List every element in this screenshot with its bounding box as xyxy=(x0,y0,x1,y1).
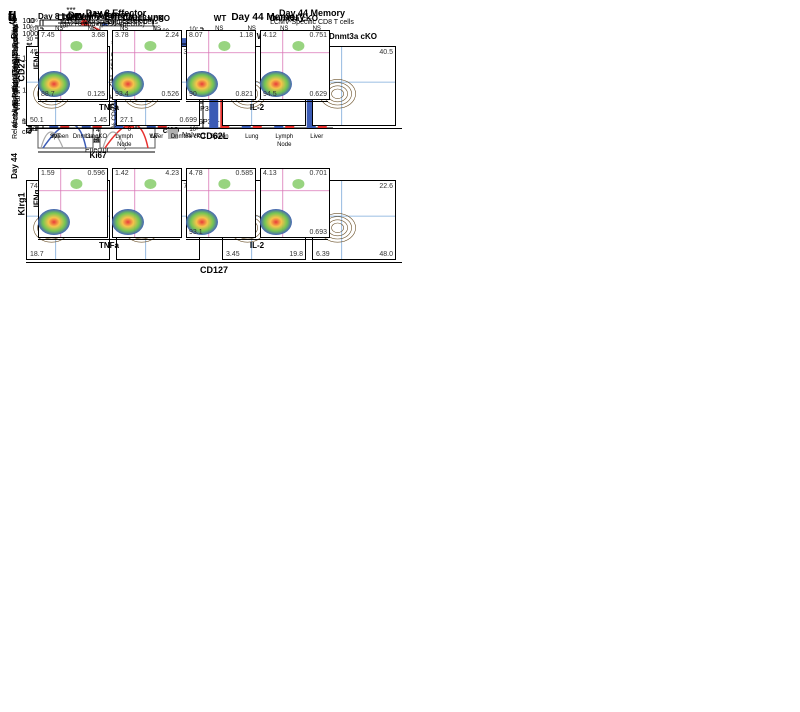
panel-i: i WTDnmt3a cKOWTDnmt3a cKODay 8IFNg7.453… xyxy=(8,8,352,368)
figure-root: a 100 50 0 % Intact Dnmt3a Locus Effecto… xyxy=(8,8,792,704)
